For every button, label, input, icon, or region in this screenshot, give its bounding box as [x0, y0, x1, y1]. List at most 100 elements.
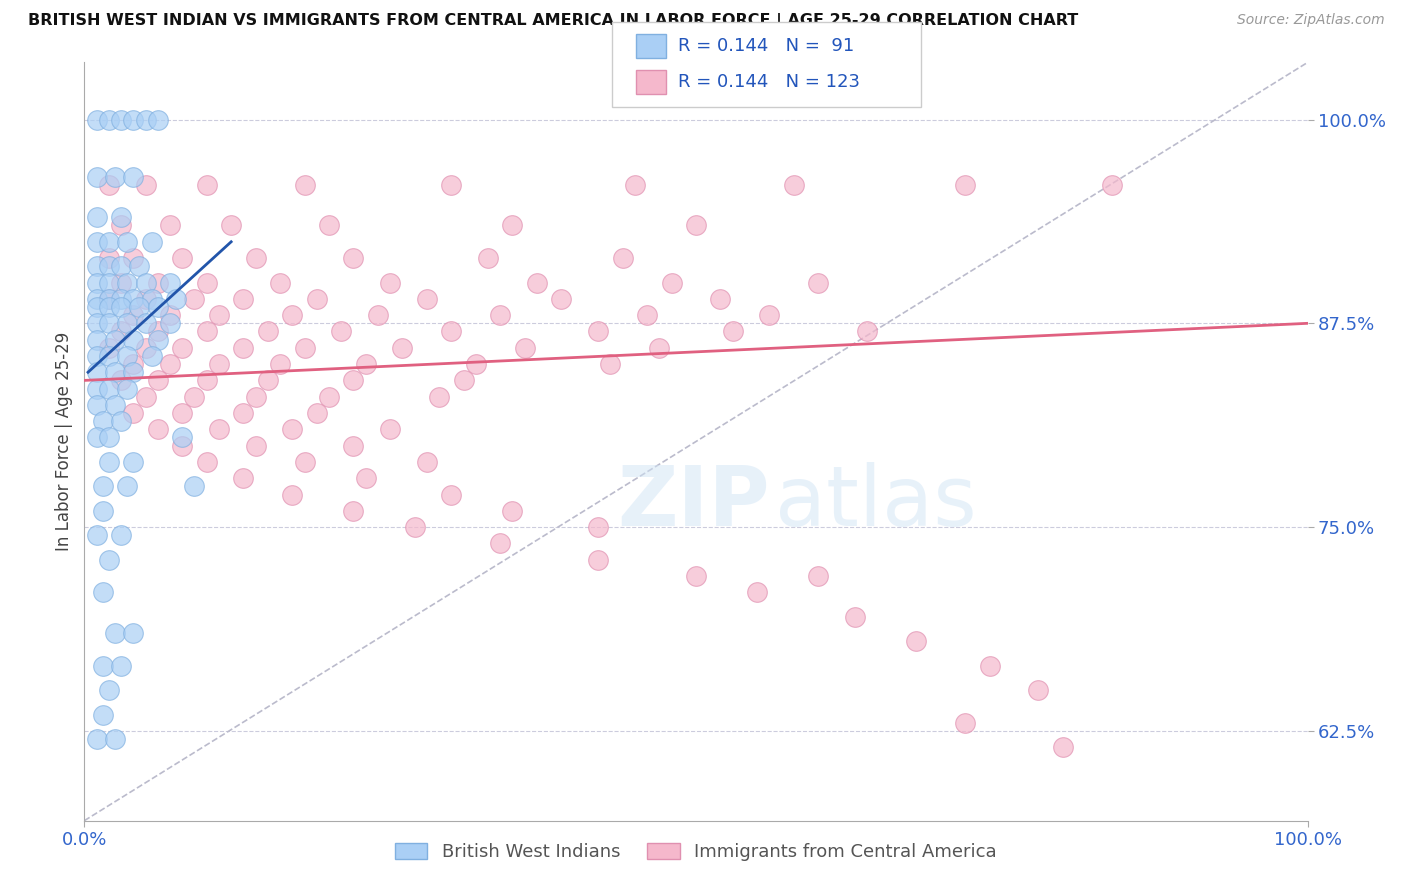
- Point: [453, 373, 475, 387]
- Point: [104, 169, 127, 184]
- Point: [195, 325, 218, 339]
- Point: [391, 341, 413, 355]
- Point: [97, 276, 120, 290]
- Point: [709, 292, 731, 306]
- Point: [97, 292, 120, 306]
- Point: [86, 398, 108, 412]
- Point: [440, 487, 463, 501]
- Point: [172, 430, 194, 444]
- Point: [86, 259, 108, 273]
- Point: [599, 357, 621, 371]
- Point: [330, 325, 353, 339]
- Text: Source: ZipAtlas.com: Source: ZipAtlas.com: [1237, 13, 1385, 28]
- Point: [86, 292, 108, 306]
- Point: [122, 333, 145, 347]
- Point: [86, 235, 108, 249]
- Point: [305, 406, 328, 420]
- Point: [135, 276, 157, 290]
- Point: [489, 308, 512, 322]
- Point: [115, 479, 138, 493]
- Point: [115, 349, 138, 363]
- Point: [208, 422, 231, 436]
- Point: [104, 732, 127, 747]
- Point: [245, 439, 267, 453]
- Point: [97, 430, 120, 444]
- Point: [104, 398, 127, 412]
- Point: [135, 112, 157, 127]
- Point: [342, 504, 364, 518]
- Point: [146, 112, 169, 127]
- Point: [91, 504, 114, 518]
- Point: [122, 112, 145, 127]
- Point: [172, 439, 194, 453]
- Point: [380, 276, 402, 290]
- Point: [128, 259, 150, 273]
- Point: [294, 341, 316, 355]
- Text: BRITISH WEST INDIAN VS IMMIGRANTS FROM CENTRAL AMERICA IN LABOR FORCE | AGE 25-2: BRITISH WEST INDIAN VS IMMIGRANTS FROM C…: [28, 13, 1078, 29]
- Point: [219, 219, 242, 233]
- Point: [135, 316, 157, 330]
- Point: [97, 292, 120, 306]
- Point: [86, 528, 108, 542]
- Point: [281, 487, 304, 501]
- Point: [807, 569, 830, 583]
- Text: R = 0.144   N = 123: R = 0.144 N = 123: [678, 73, 859, 91]
- Point: [128, 300, 150, 314]
- Point: [110, 211, 132, 225]
- Point: [146, 300, 169, 314]
- Point: [104, 333, 127, 347]
- Point: [146, 325, 169, 339]
- Point: [110, 292, 132, 306]
- Point: [685, 219, 707, 233]
- Y-axis label: In Labor Force | Age 25-29: In Labor Force | Age 25-29: [55, 332, 73, 551]
- Point: [195, 373, 218, 387]
- Point: [122, 308, 145, 322]
- Point: [146, 333, 169, 347]
- Point: [110, 373, 132, 387]
- Point: [747, 585, 769, 599]
- Point: [110, 528, 132, 542]
- Point: [97, 316, 120, 330]
- Point: [86, 430, 108, 444]
- Point: [318, 390, 340, 404]
- Point: [513, 341, 536, 355]
- Point: [159, 276, 181, 290]
- Point: [783, 178, 806, 192]
- Point: [232, 471, 254, 485]
- Point: [135, 390, 157, 404]
- Point: [477, 251, 499, 265]
- Point: [305, 292, 328, 306]
- Point: [294, 178, 316, 192]
- Point: [183, 390, 205, 404]
- Point: [97, 455, 120, 469]
- Point: [195, 455, 218, 469]
- Point: [1028, 683, 1050, 698]
- Point: [416, 292, 439, 306]
- Point: [97, 349, 120, 363]
- Point: [502, 504, 524, 518]
- Point: [115, 382, 138, 396]
- Point: [758, 308, 780, 322]
- Point: [281, 422, 304, 436]
- Point: [141, 235, 163, 249]
- Point: [232, 406, 254, 420]
- Point: [416, 455, 439, 469]
- Point: [122, 169, 145, 184]
- Point: [208, 308, 231, 322]
- Point: [122, 406, 145, 420]
- Point: [141, 292, 163, 306]
- Point: [232, 341, 254, 355]
- Point: [661, 276, 683, 290]
- Point: [97, 259, 120, 273]
- Point: [122, 455, 145, 469]
- Point: [115, 235, 138, 249]
- Point: [86, 382, 108, 396]
- Point: [110, 276, 132, 290]
- Point: [135, 178, 157, 192]
- Point: [146, 422, 169, 436]
- Point: [110, 658, 132, 673]
- Point: [86, 333, 108, 347]
- Point: [165, 292, 187, 306]
- Point: [612, 251, 634, 265]
- Point: [245, 251, 267, 265]
